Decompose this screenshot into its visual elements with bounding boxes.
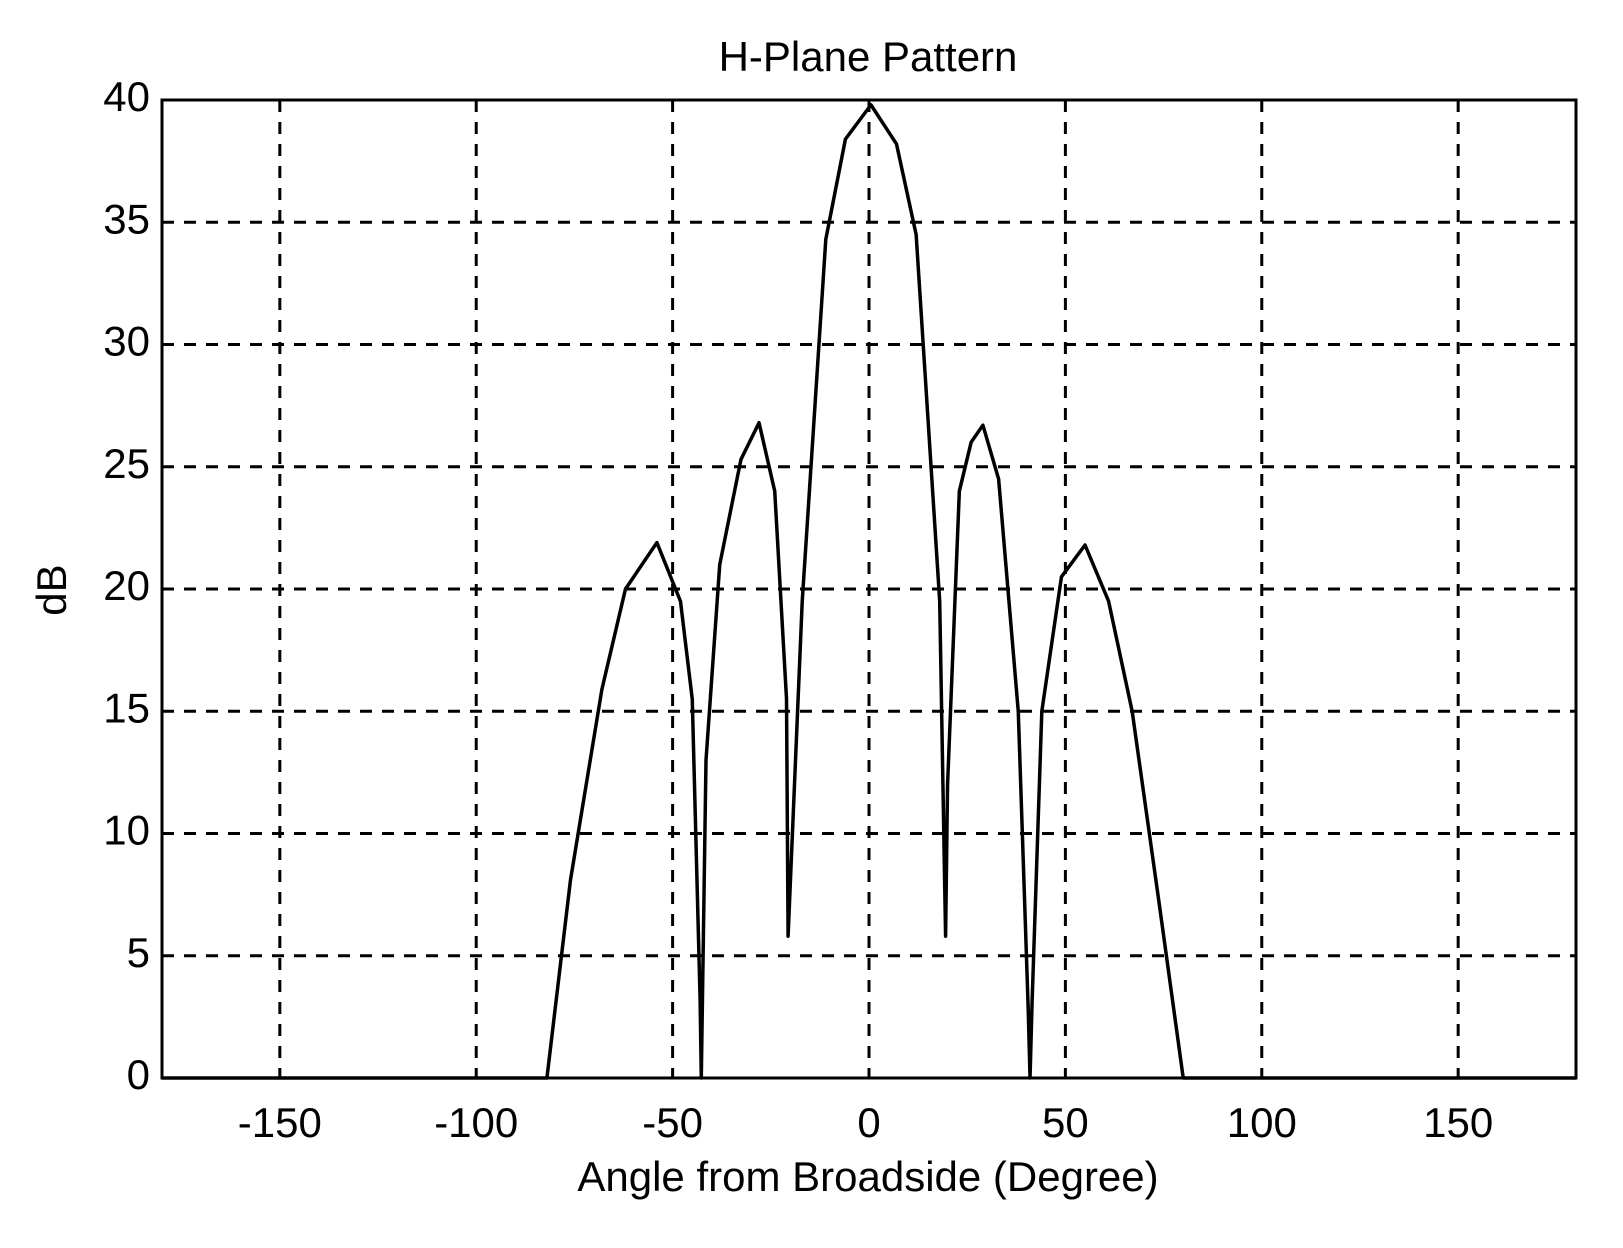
y-tick-label: 20 (103, 562, 150, 609)
y-tick-label: 0 (127, 1051, 150, 1098)
chart-title: H-Plane Pattern (719, 33, 1018, 80)
y-tick-label: 15 (103, 684, 150, 731)
y-tick-label: 10 (103, 807, 150, 854)
x-tick-label: 150 (1423, 1099, 1493, 1146)
y-tick-label: 35 (103, 195, 150, 242)
plot-frame (160, 98, 1578, 1080)
y-tick-label: 30 (103, 318, 150, 365)
x-tick-label: 50 (1042, 1099, 1089, 1146)
x-tick-label: -100 (434, 1099, 518, 1146)
y-tick-label: 40 (103, 73, 150, 120)
x-tick-label: -150 (238, 1099, 322, 1146)
x-tick-label: 100 (1227, 1099, 1297, 1146)
x-tick-label: 0 (857, 1099, 880, 1146)
x-tick-label: -50 (642, 1099, 703, 1146)
y-tick-label: 5 (127, 929, 150, 976)
y-axis-label: dB (28, 564, 75, 615)
y-tick-label: 25 (103, 440, 150, 487)
line-series (162, 103, 1576, 1080)
x-axis-label: Angle from Broadside (Degree) (577, 1153, 1158, 1200)
